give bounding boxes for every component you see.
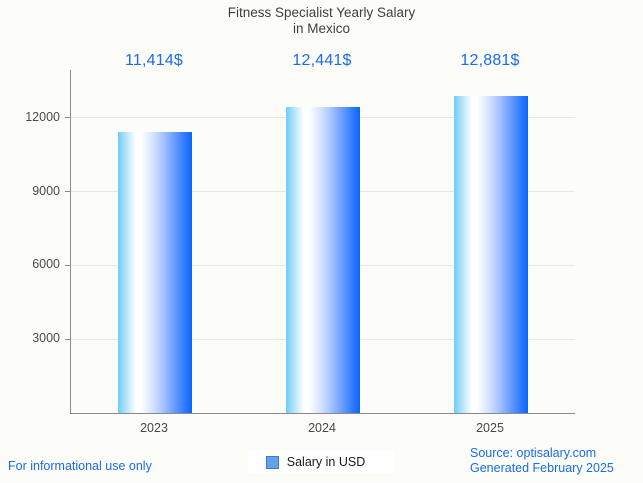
- value-label-2023: 11,414$: [124, 52, 184, 69]
- y-tickmark-6000: [65, 264, 71, 266]
- value-label-2025: 12,881$: [460, 52, 520, 69]
- legend: Salary in USD: [0, 449, 643, 475]
- legend-item[interactable]: Salary in USD: [247, 451, 396, 473]
- chart-title: Fitness Specialist Yearly Salary in Mexi…: [0, 5, 643, 37]
- x-axis-label-2024: 2024: [308, 421, 336, 435]
- bar-2023[interactable]: [118, 132, 192, 413]
- source-block: Source: optisalary.com Generated Februar…: [470, 446, 614, 476]
- bar-2024[interactable]: [286, 107, 360, 413]
- legend-swatch-icon: [265, 455, 279, 469]
- bar-2025[interactable]: [454, 96, 528, 413]
- chart-title-line2: in Mexico: [292, 21, 351, 36]
- y-tick-label-3000: 3000: [32, 331, 60, 346]
- generated-date: Generated February 2025: [470, 461, 614, 475]
- y-tickmark-3000: [65, 338, 71, 340]
- source-link[interactable]: Source: optisalary.com: [470, 446, 597, 460]
- y-tick-label-6000: 6000: [32, 257, 60, 272]
- value-label-2024: 12,441$: [292, 52, 352, 69]
- chart-title-line1: Fitness Specialist Yearly Salary: [227, 5, 416, 20]
- y-tickmark-12000: [65, 117, 71, 119]
- y-tickmark-9000: [65, 191, 71, 193]
- y-tick-label-12000: 12000: [25, 109, 60, 124]
- x-axis-label-2025: 2025: [476, 421, 504, 435]
- x-axis-label-2023: 2023: [140, 421, 168, 435]
- legend-label: Salary in USD: [286, 455, 366, 469]
- plot-area: [65, 70, 575, 414]
- y-tick-label-9000: 9000: [32, 183, 60, 198]
- disclaimer-text: For informational use only: [8, 459, 152, 473]
